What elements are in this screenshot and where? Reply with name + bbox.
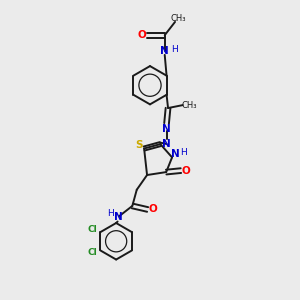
Text: Cl: Cl — [87, 248, 97, 257]
Text: CH₃: CH₃ — [171, 14, 186, 23]
Text: O: O — [182, 166, 190, 176]
Text: CH₃: CH₃ — [182, 100, 197, 109]
Text: N: N — [162, 124, 171, 134]
Text: O: O — [138, 30, 146, 40]
Text: O: O — [148, 205, 157, 214]
Text: H: H — [171, 45, 178, 54]
Text: N: N — [160, 46, 169, 56]
Text: H: H — [180, 148, 187, 157]
Text: H: H — [107, 209, 114, 218]
Text: Cl: Cl — [87, 225, 97, 234]
Text: N: N — [162, 139, 171, 149]
Text: S: S — [135, 140, 142, 150]
Text: N: N — [171, 149, 180, 159]
Text: N: N — [114, 212, 123, 222]
